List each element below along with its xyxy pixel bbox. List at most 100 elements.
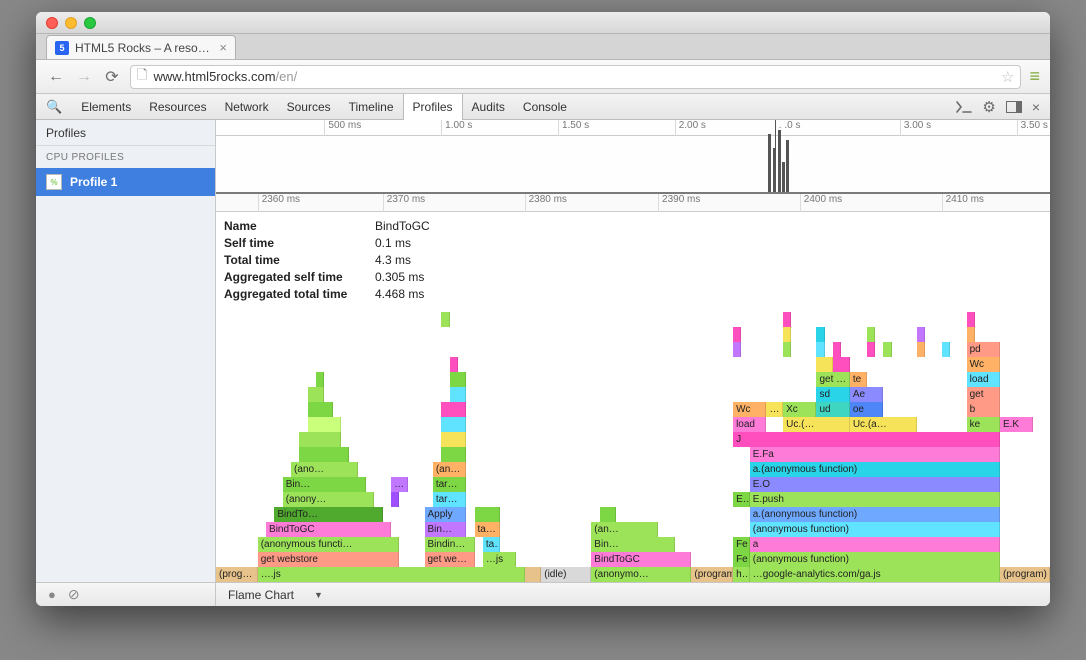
flame-bar[interactable]	[867, 342, 875, 357]
flame-bar[interactable]: ….js	[258, 567, 525, 582]
flame-bar[interactable]: …js	[483, 552, 516, 567]
flame-bar[interactable]: E…	[733, 492, 750, 507]
flame-bar[interactable]: Wc	[733, 402, 766, 417]
flame-bar[interactable]: E.Fa	[750, 447, 1000, 462]
flame-bar[interactable]	[441, 312, 449, 327]
flame-bar[interactable]: Bin…	[283, 477, 366, 492]
flame-bar[interactable]	[316, 372, 324, 387]
flame-bar[interactable]	[833, 342, 841, 357]
flame-bar[interactable]: BindToGC	[266, 522, 391, 537]
flame-bar[interactable]	[816, 342, 824, 357]
flame-bar[interactable]: (anonymous function)	[750, 552, 1000, 567]
flame-bar[interactable]: Xc	[783, 402, 816, 417]
flame-bar[interactable]: ud	[816, 402, 849, 417]
flame-bar[interactable]: Bin…	[425, 522, 467, 537]
flame-bar[interactable]: tar…	[433, 477, 466, 492]
flame-bar[interactable]	[475, 507, 500, 522]
flame-bar[interactable]: a.(anonymous function)	[750, 507, 1000, 522]
flame-bar[interactable]: E.K	[1000, 417, 1033, 432]
flame-bar[interactable]: get we…	[425, 552, 475, 567]
flame-bar[interactable]: Wc	[967, 357, 1000, 372]
dock-side-icon[interactable]	[1006, 101, 1022, 113]
close-devtools-icon[interactable]: ×	[1032, 99, 1040, 115]
browser-tab[interactable]: 5 HTML5 Rocks – A resource ×	[46, 35, 236, 59]
flame-bar[interactable]	[942, 342, 950, 357]
flame-bar[interactable]	[441, 432, 466, 447]
settings-gear-icon[interactable]: ⚙	[982, 98, 995, 116]
flame-bar[interactable]	[733, 327, 741, 342]
flame-bar[interactable]: Apply	[425, 507, 467, 522]
flame-bar[interactable]	[299, 432, 341, 447]
record-icon[interactable]: ●	[48, 587, 56, 602]
flame-bar[interactable]	[308, 387, 325, 402]
flame-bar[interactable]: get webstore	[258, 552, 400, 567]
reload-button[interactable]: ⟳	[102, 67, 122, 87]
flame-bar[interactable]: (anonymo…	[591, 567, 691, 582]
close-window-icon[interactable]	[46, 17, 58, 29]
flame-bar[interactable]	[816, 357, 833, 372]
flame-bar[interactable]	[391, 492, 399, 507]
minimize-window-icon[interactable]	[65, 17, 77, 29]
flame-bar[interactable]: Fe	[733, 552, 750, 567]
flame-bar[interactable]: load	[733, 417, 766, 432]
flame-bar[interactable]: load	[967, 372, 1000, 387]
flame-bar[interactable]	[833, 357, 850, 372]
flame-bar[interactable]: (anonymous functi…	[258, 537, 400, 552]
flame-bar[interactable]	[308, 402, 333, 417]
flame-bar[interactable]: oe	[850, 402, 883, 417]
flame-bar[interactable]: E.push	[750, 492, 1000, 507]
forward-button[interactable]: →	[74, 67, 94, 87]
flame-bar[interactable]: BindToGC	[591, 552, 691, 567]
flame-bar[interactable]: (anony…	[283, 492, 375, 507]
flame-bar[interactable]: Fe	[733, 537, 750, 552]
flame-bar[interactable]: pd	[967, 342, 1000, 357]
flame-bar[interactable]	[733, 342, 741, 357]
flame-bar[interactable]: Uc.(a…	[850, 417, 917, 432]
zoom-window-icon[interactable]	[84, 17, 96, 29]
flame-bar[interactable]	[883, 342, 891, 357]
bookmark-star-icon[interactable]: ☆	[1001, 68, 1014, 86]
timeline-overview[interactable]: 500 ms1.00 s1.50 s2.00 s. .0 s3.00 s3.50…	[216, 120, 1050, 194]
devtools-panel-resources[interactable]: Resources	[140, 94, 215, 120]
flame-bar[interactable]: (idle)	[541, 567, 591, 582]
flame-bar[interactable]: (program)	[691, 567, 733, 582]
flame-bar[interactable]: E.O	[750, 477, 1000, 492]
flame-bar[interactable]	[600, 507, 617, 522]
flame-bar[interactable]: b	[967, 402, 1000, 417]
view-mode-select[interactable]: Flame Chart ▼	[216, 588, 323, 602]
flame-bar[interactable]: (program)	[1000, 567, 1050, 582]
flame-bar[interactable]: (ano…	[291, 462, 358, 477]
flame-bar[interactable]	[441, 402, 466, 417]
devtools-panel-audits[interactable]: Audits	[463, 94, 514, 120]
flame-bar[interactable]	[441, 417, 466, 432]
devtools-panel-elements[interactable]: Elements	[72, 94, 140, 120]
flame-bar[interactable]: (an…	[591, 522, 658, 537]
flame-bar[interactable]: ta…	[475, 522, 500, 537]
detail-ruler[interactable]: 2360 ms2370 ms2380 ms2390 ms2400 ms2410 …	[216, 194, 1050, 212]
flame-bar[interactable]: (anonymous function)	[750, 522, 1000, 537]
flame-bar[interactable]: a.(anonymous function)	[750, 462, 1000, 477]
flame-bar[interactable]	[816, 327, 824, 342]
console-drawer-icon[interactable]	[956, 101, 972, 113]
clear-icon[interactable]: ⊘	[68, 586, 80, 603]
chrome-menu-icon[interactable]: ≡	[1029, 66, 1040, 87]
close-tab-icon[interactable]: ×	[219, 40, 227, 55]
inspect-icon[interactable]: 🔍	[36, 99, 72, 115]
devtools-panel-network[interactable]: Network	[216, 94, 278, 120]
flame-bar[interactable]: h…	[733, 567, 750, 582]
profile-item[interactable]: % Profile 1	[36, 168, 215, 196]
flame-bar[interactable]: Bin…	[591, 537, 674, 552]
flame-bar[interactable]	[299, 447, 349, 462]
flame-bar[interactable]	[525, 567, 542, 582]
flame-bar[interactable]	[441, 447, 466, 462]
flame-bar[interactable]: get	[967, 387, 1000, 402]
flame-bar[interactable]	[450, 372, 467, 387]
flame-bar[interactable]	[917, 327, 925, 342]
flame-bar[interactable]: …google-analytics.com/ga.js	[750, 567, 1000, 582]
devtools-panel-profiles[interactable]: Profiles	[403, 94, 463, 120]
flame-bar[interactable]	[917, 342, 925, 357]
flame-bar[interactable]	[450, 387, 467, 402]
flame-bar[interactable]: ta…	[483, 537, 500, 552]
devtools-panel-console[interactable]: Console	[514, 94, 576, 120]
flame-bar[interactable]	[867, 327, 875, 342]
